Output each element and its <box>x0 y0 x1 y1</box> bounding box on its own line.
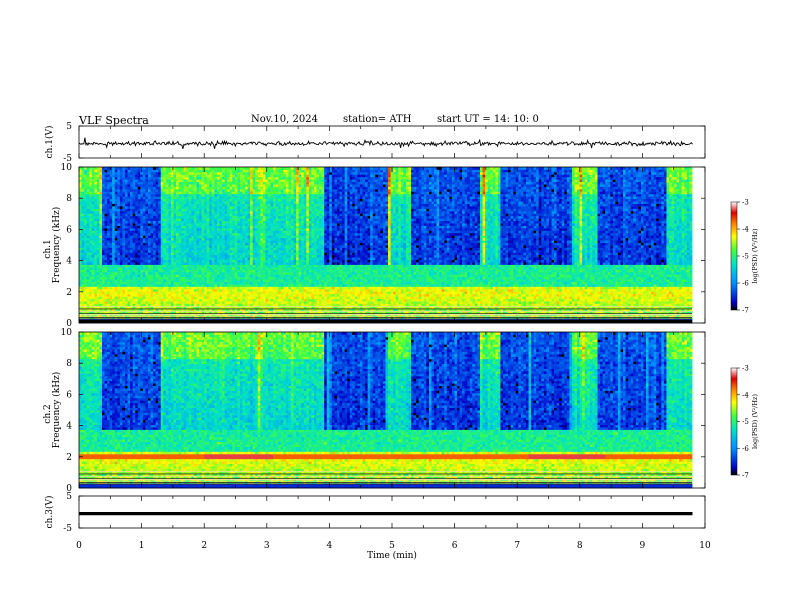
y-axis-label: ch.3(V) <box>44 496 55 529</box>
y-axis-frequency-label: Frequency (kHz) <box>51 372 62 449</box>
colorbar-label: log(PSD) (V²/Hz) <box>751 228 759 283</box>
y-tick-label: 8 <box>66 194 72 204</box>
y-tick-label: 10 <box>61 163 73 173</box>
x-tick-label: 1 <box>139 541 145 551</box>
x-tick-label: 0 <box>76 541 82 551</box>
y-axis-label: ch.1(V) <box>44 126 55 159</box>
colorbar-tick-label: -3 <box>742 199 749 207</box>
y-tick-label: 6 <box>66 225 72 235</box>
colorbar-tick-label: -7 <box>742 307 749 315</box>
y-tick-label: 4 <box>66 257 72 267</box>
colorbar-tick-label: -5 <box>742 418 749 426</box>
colorbar-tick-label: -5 <box>742 253 749 261</box>
y-tick-label: 10 <box>61 328 73 338</box>
ch1-colorbar <box>731 202 737 310</box>
y-tick-label: 8 <box>66 359 72 369</box>
colorbar-tick-label: -7 <box>742 472 749 480</box>
ch2-colorbar <box>731 368 737 475</box>
colorbar-tick-label: -4 <box>742 226 749 234</box>
ch2-spectrogram-image <box>79 332 692 488</box>
y-tick-label: 5 <box>66 122 72 132</box>
x-tick-label: 4 <box>327 541 333 551</box>
colorbar-tick-label: -6 <box>742 445 749 453</box>
x-tick-label: 10 <box>699 541 711 551</box>
y-tick-label: -5 <box>63 524 72 534</box>
x-tick-label: 3 <box>264 541 270 551</box>
x-tick-label: 5 <box>389 541 395 551</box>
colorbar-label: log(PSD) (V²/Hz) <box>751 394 759 449</box>
colorbar-tick-label: -4 <box>742 391 749 399</box>
baseline-band <box>79 320 692 323</box>
y-tick-label: 5 <box>66 492 72 502</box>
colorbar-tick-label: -3 <box>742 365 749 373</box>
vlf-figure: 0 1 2 3 4 5 6 7 8 9 10Time (min)5-5024681002468105… <box>0 0 792 612</box>
x-tick-label: 7 <box>514 541 520 551</box>
y-tick-label: 2 <box>66 453 72 463</box>
y-tick-label: 6 <box>66 390 72 400</box>
ch1-waveform-trace <box>79 138 693 149</box>
x-axis-label: Time (min) <box>367 550 417 561</box>
x-tick-label: 8 <box>577 541 583 551</box>
x-tick-label: 9 <box>640 541 646 551</box>
ch1-spectrogram-image <box>79 167 692 323</box>
y-tick-label: 4 <box>66 422 72 432</box>
colorbar-tick-label: -6 <box>742 280 749 288</box>
y-tick-label: 2 <box>66 288 72 298</box>
y-axis-frequency-label: Frequency (kHz) <box>51 207 62 284</box>
x-tick-label: 2 <box>201 541 207 551</box>
x-tick-label: 6 <box>452 541 458 551</box>
